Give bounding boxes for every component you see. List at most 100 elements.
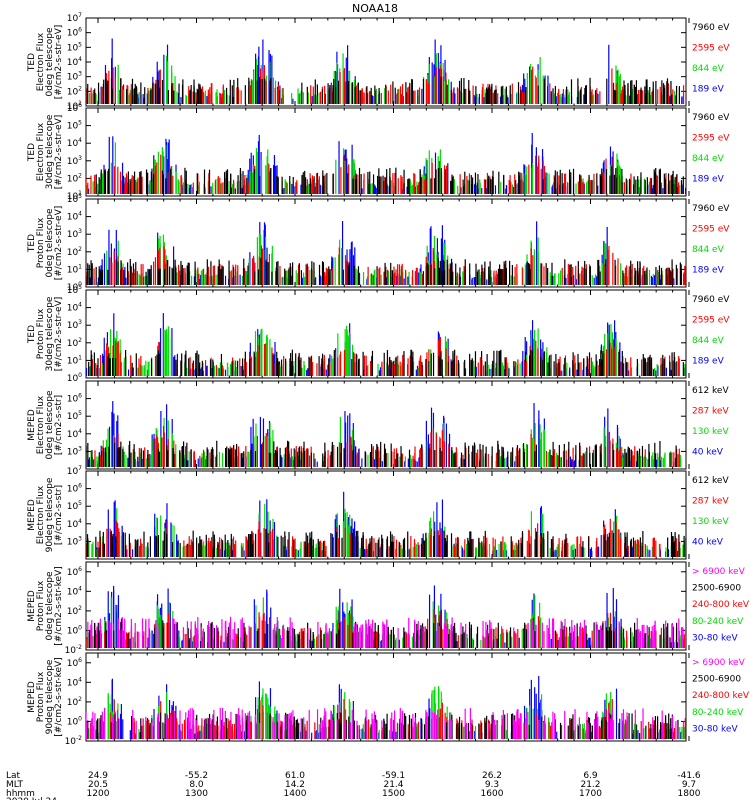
legend-entry: 40 keV: [692, 537, 724, 547]
legend-entry: 2595 eV: [692, 315, 730, 325]
legend-entry: 7960 eV: [692, 113, 730, 123]
legend-entry: 844 eV: [692, 336, 725, 346]
y-axis-label-line: TED: [27, 53, 37, 72]
y-axis-label-line: [#/cm2-s-str-eV]: [54, 25, 64, 100]
y-axis-label-line: 0deg telescope: [45, 27, 55, 97]
flux-traces: [86, 220, 686, 285]
y-axis-label-line: TED: [27, 143, 37, 162]
y-tick-label: 106: [67, 27, 82, 39]
panel-frame: [85, 470, 687, 560]
y-axis-label-line: [#/cm2-s-str-eV]: [54, 115, 64, 190]
legend-entry: 189 eV: [692, 174, 725, 184]
y-axis-label-line: [#/cm2-s-str-eV]: [54, 206, 64, 281]
y-tick-label: 104: [67, 137, 82, 149]
flux-traces: [86, 313, 686, 376]
y-tick-label: 106: [67, 393, 82, 405]
flux-traces: [86, 401, 682, 467]
y-axis-label: MEPED Electron Flux 90deg telescope [#/cm2-…: [27, 477, 64, 552]
y-tick-label: 10-2: [65, 644, 83, 656]
legend-entry: 2595 eV: [692, 43, 730, 53]
y-tick-label: 104: [67, 302, 82, 314]
flux-traces: [86, 132, 686, 194]
y-axis-label-line: [#/cm2-s-str]: [54, 485, 64, 545]
legend-entry: 2500-6900: [692, 584, 741, 594]
legend-entry: 7960 eV: [692, 204, 730, 214]
y-tick-label: 105: [67, 193, 82, 205]
legend-entry: 2595 eV: [692, 133, 730, 143]
y-tick-label: 105: [67, 410, 82, 422]
y-tick-label: 104: [67, 428, 82, 440]
legend-entry: 7960 eV: [692, 23, 730, 33]
y-tick-label: 101: [67, 354, 82, 366]
legend-entry: 844 eV: [692, 154, 725, 164]
y-tick-label: 104: [67, 56, 82, 68]
y-tick-label: 103: [67, 71, 82, 83]
y-tick-label: 102: [67, 605, 82, 617]
y-axis-label-line: Electron Flux: [36, 485, 46, 544]
y-tick-label: 102: [67, 85, 82, 97]
y-axis-label: TED Electron Flux 0deg telescope [#/cm2-s-s…: [27, 25, 64, 100]
panel-frame: [85, 289, 687, 379]
y-tick-label: 105: [67, 41, 82, 53]
panel-frame: [85, 107, 687, 197]
legend-entry: 189 eV: [692, 265, 725, 275]
y-axis-label: MEPED Electron Flux 0deg telescope [#/cm2-s…: [27, 390, 64, 460]
y-axis-label-line: TED: [27, 234, 37, 253]
y-tick-label: 105: [67, 284, 82, 296]
y-axis-label-line: MEPED: [27, 590, 37, 622]
panel-frame: [85, 198, 687, 288]
legend-entry: 612 keV: [692, 386, 729, 396]
y-tick-label: 107: [67, 465, 82, 477]
y-axis-label-line: [#/cm2-s-str-keV]: [54, 566, 64, 645]
y-tick-label: 107: [67, 12, 82, 24]
y-tick-label: 102: [67, 337, 82, 349]
flux-traces: [86, 38, 685, 104]
y-tick-label: 106: [67, 566, 82, 578]
y-tick-label: 103: [67, 445, 82, 457]
y-tick-label: 103: [67, 155, 82, 167]
y-axis-label: MEPED Proton Flux 0deg telescope [#/cm2-s-s…: [27, 566, 64, 645]
legend-entry: 130 keV: [692, 427, 729, 437]
y-axis-label-line: [#/cm2-s-str-eV]: [54, 297, 64, 372]
y-axis-label-line: Electron Flux: [36, 32, 46, 91]
y-axis-label-line: 30deg telescope: [45, 296, 55, 371]
y-tick-label: 104: [67, 211, 82, 223]
legend-entry: 287 keV: [692, 406, 729, 416]
flux-traces: [86, 585, 686, 648]
panel-frame: [85, 380, 687, 470]
legend-entry: 189 eV: [692, 356, 725, 366]
y-tick-label: 106: [67, 483, 82, 495]
y-axis-label: TED Electron Flux 30deg telescope [#/cm2-s-…: [27, 114, 64, 189]
y-axis-label: TED Proton Flux 0deg telescope [#/cm2-s-str…: [27, 206, 64, 281]
y-tick-label: 103: [67, 319, 82, 331]
flux-traces: [86, 491, 686, 557]
legend-entry: 2595 eV: [692, 224, 730, 234]
y-axis-label-line: 90deg telescope: [45, 477, 55, 552]
legend-entry: 130 keV: [692, 517, 729, 527]
y-tick-label: 103: [67, 535, 82, 547]
y-axis-label-line: Electron Flux: [36, 122, 46, 181]
y-tick-label: 104: [67, 585, 82, 597]
y-tick-label: 105: [67, 500, 82, 512]
y-tick-label: 102: [67, 246, 82, 258]
y-tick-label: 102: [67, 172, 82, 184]
legend-entry: 30-80 keV: [692, 633, 738, 643]
y-tick-label: 100: [67, 624, 82, 636]
y-axis-label-line: [#/cm2-s-str]: [54, 395, 64, 455]
y-axis-label-line: 0deg telescope: [45, 571, 55, 641]
y-axis-label-line: 0deg telescope: [45, 390, 55, 460]
y-tick-label: 104: [67, 518, 82, 530]
legend-entry: 844 eV: [692, 64, 725, 74]
legend-entry: 287 keV: [692, 496, 729, 506]
legend-entry: 612 keV: [692, 476, 729, 486]
y-axis-label-line: TED: [27, 325, 37, 344]
panel-frame: [85, 561, 687, 651]
legend-entry: 240-800 keV: [692, 600, 750, 610]
y-axis-label-line: MEPED: [27, 499, 37, 531]
